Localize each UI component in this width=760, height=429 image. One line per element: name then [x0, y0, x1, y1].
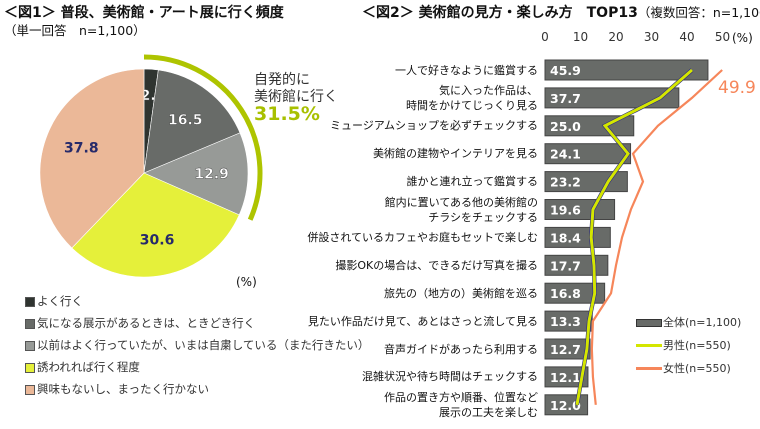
bar-value-label: 18.4: [550, 230, 581, 245]
x-tick-label: 40: [679, 30, 694, 44]
bar-value-label: 24.1: [550, 147, 581, 162]
pie-slice-label: 16.5: [168, 112, 203, 128]
legend-swatch: [25, 297, 35, 307]
pie-subtitle: （単一回答 n=1,100）: [4, 23, 146, 38]
female-top-value-label: 49.9: [718, 78, 756, 98]
legend-swatch: [636, 344, 662, 347]
category-label: 作品の置き方や順番、位置など 展示の工夫を楽しむ: [384, 390, 538, 420]
category-label: 美術館の建物やインテリアを見る: [373, 146, 538, 161]
legend-label: 誘われれば行く程度: [37, 360, 140, 374]
pie-annotation: 自発的に 美術館に行く 31.5%: [254, 72, 338, 125]
legend-swatch: [25, 319, 35, 329]
category-label-line: ミュージアムショップを必ずチェックする: [329, 119, 538, 133]
legend-swatch: [636, 319, 662, 327]
pie-slice: [39, 68, 145, 249]
bar-value-label: 12.1: [550, 370, 581, 385]
bar-subtitle: （複数回答：n=1,100）: [637, 5, 760, 20]
category-label: 気に入った作品は、 時間をかけてじっくり見る: [406, 83, 538, 113]
category-label-line: 作品の置き方や順番、位置など: [384, 390, 538, 404]
category-label: 一人で好きなように鑑賞する: [395, 63, 538, 78]
annotation-line2: 美術館に行く: [254, 89, 338, 105]
legend-label: よく行く: [37, 294, 83, 308]
pie-slice-label: 37.8: [64, 141, 99, 157]
category-label-line: 誰かと連れ立って鑑賞する: [406, 175, 538, 189]
legend-swatch: [25, 385, 35, 395]
bar: [544, 338, 591, 360]
category-label-line: 音声ガイドがあったら利用する: [384, 342, 538, 356]
annotation-line1: 自発的に: [254, 72, 310, 88]
category-label: 誰かと連れ立って鑑賞する: [407, 174, 538, 189]
bar-value-label: 23.2: [550, 175, 581, 190]
bar: [544, 282, 606, 304]
category-label: 館内に置いてある他の美術館の チラシをチェックする: [385, 195, 538, 225]
category-label-line: 撮影OKの場合は、できるだけ写真を撮る: [335, 258, 538, 272]
category-label: 混雑状況や待ち時間はチェックする: [362, 369, 538, 384]
bar-value-label: 19.6: [550, 203, 581, 218]
pie-slice: [71, 172, 240, 278]
legend-label: 全体(n=1,100): [663, 316, 742, 329]
category-label-line: 時間をかけてじっくり見る: [406, 98, 538, 112]
category-label-line: 併設されているカフェやお庭もセットで楽しむ: [307, 230, 538, 244]
category-label-line: 一人で好きなように鑑賞する: [395, 63, 538, 77]
bar: [544, 366, 589, 388]
category-label-line: 見たい作品だけ見て、あとはさっと流して見る: [307, 314, 538, 328]
bar-value-label: 45.9: [550, 63, 581, 78]
category-label: 併設されているカフェやお庭もセットで楽しむ: [307, 230, 538, 245]
category-label-line: 館内に置いてある他の美術館の: [384, 195, 538, 209]
legend-label: 女性(n=550): [663, 362, 731, 375]
pie-title: ＜図1＞ 普段、美術館・アート展に行く頻度: [4, 5, 284, 21]
annotation-arc: [143, 54, 263, 221]
category-label: 音声ガイドがあったら利用する: [384, 342, 538, 357]
category-label-line: チラシをチェックする: [428, 210, 538, 224]
legend-label: 以前はよく行っていたが、いまは自粛している（また行きたい）: [37, 338, 370, 352]
bar-value-label: 16.8: [550, 286, 581, 301]
bar: [544, 87, 680, 109]
bar-value-label: 25.0: [550, 119, 581, 134]
category-label: 旅先の（地方の）美術館を巡る: [384, 286, 538, 301]
pie-unit: (%): [236, 275, 257, 289]
category-label-line: 旅先の（地方の）美術館を巡る: [384, 286, 538, 300]
category-label: 見たい作品だけ見て、あとはさっと流して見る: [308, 314, 538, 329]
bar-title-text: ＜図2＞ 美術館の見方・楽しみ方 TOP13: [362, 5, 638, 21]
bar-value-label: 12.7: [550, 342, 581, 357]
pie-slice: [143, 69, 241, 174]
category-label-line: 気に入った作品は、: [439, 83, 538, 97]
legend-label: 気になる展示があるときは、ときどき行く: [37, 316, 256, 330]
bar-value-label: 17.7: [550, 258, 581, 273]
bar: [544, 59, 709, 81]
x-tick-label: 20: [608, 30, 623, 44]
bar-value-label: 37.7: [550, 91, 581, 106]
legend-swatch: [25, 341, 35, 351]
legend-swatch: [636, 367, 662, 370]
pie-slice-label: 30.6: [140, 232, 175, 248]
category-label-line: 展示の工夫を楽しむ: [439, 405, 538, 419]
bar-value-label: 12.0: [550, 398, 581, 413]
legend-label: 興味もないし、まったく行かない: [37, 382, 210, 396]
pie-slice-label: 12.9: [194, 167, 229, 183]
category-label: 撮影OKの場合は、できるだけ写真を撮る: [335, 258, 538, 273]
bar: [544, 226, 611, 248]
x-tick-label: 30: [644, 30, 659, 44]
x-tick-label: 10: [573, 30, 588, 44]
x-tick-label: 0: [541, 30, 549, 44]
bar-unit: (%): [732, 31, 753, 45]
annotation-value: 31.5%: [254, 103, 320, 125]
category-label-line: 美術館の建物やインテリアを見る: [373, 147, 538, 161]
x-tick-label: 50: [715, 30, 730, 44]
bar-value-label: 13.3: [550, 314, 581, 329]
category-label-line: 混雑状況や待ち時間はチェックする: [362, 370, 538, 384]
category-label: ミュージアムショップを必ずチェックする: [330, 118, 538, 133]
pie-slice: [143, 132, 249, 216]
legend-swatch: [25, 363, 35, 373]
bar-title: ＜図2＞ 美術館の見方・楽しみ方 TOP13（複数回答：n=1,100）: [362, 2, 760, 22]
legend-label: 男性(n=550): [663, 339, 731, 352]
